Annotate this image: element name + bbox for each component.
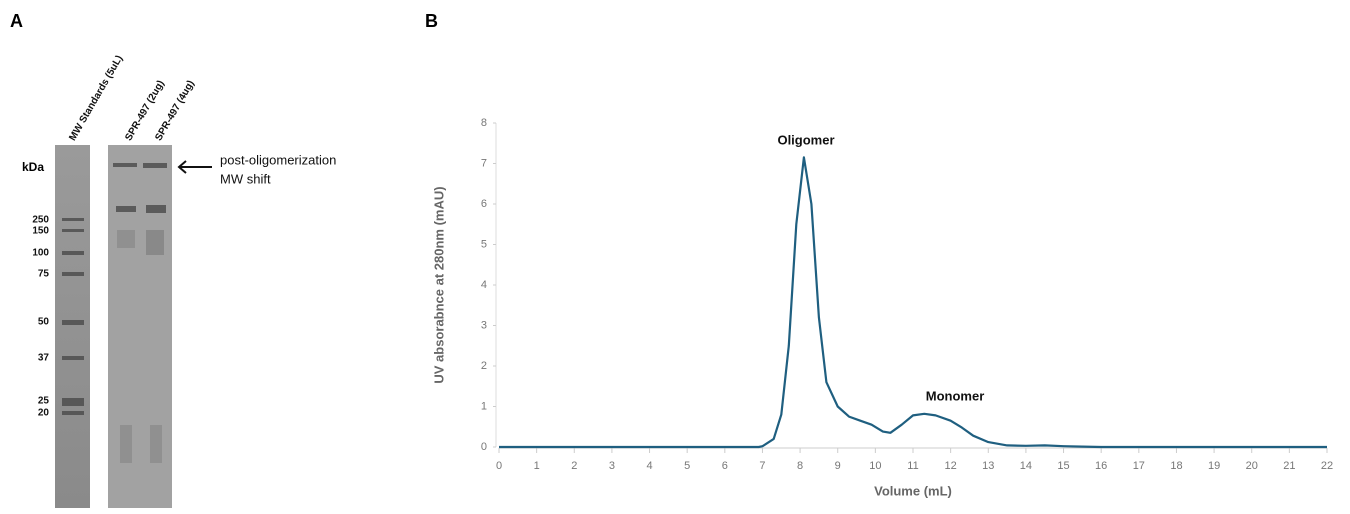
marker-label: 250 bbox=[32, 215, 49, 226]
x-tick-label: 10 bbox=[869, 460, 881, 472]
marker-label: 20 bbox=[38, 408, 50, 419]
y-axis-label: UV absorabnce at 280nm (mAU) bbox=[431, 186, 446, 383]
x-tick-label: 18 bbox=[1170, 460, 1182, 472]
x-tick-label: 0 bbox=[496, 460, 502, 472]
x-tick-label: 2 bbox=[571, 460, 577, 472]
annotation: Oligomer bbox=[777, 132, 834, 147]
x-axis-label: Volume (mL) bbox=[874, 483, 952, 498]
annotation: Monomer bbox=[926, 388, 985, 403]
gel-strip bbox=[108, 145, 172, 508]
x-tick-label: 7 bbox=[759, 460, 765, 472]
lane-label: MW Standards (5uL) bbox=[67, 54, 125, 143]
y-tick-label: 4 bbox=[481, 279, 487, 291]
marker-label: 25 bbox=[38, 396, 50, 407]
marker-label: 37 bbox=[38, 353, 50, 364]
y-tick-label: 7 bbox=[481, 157, 487, 169]
panel-label: B bbox=[425, 11, 438, 31]
gel-strip bbox=[55, 145, 90, 508]
x-tick-label: 11 bbox=[907, 460, 918, 472]
x-tick-label: 6 bbox=[722, 460, 728, 472]
line bbox=[499, 157, 1327, 447]
y-tick-label: 3 bbox=[481, 319, 487, 331]
x-tick-label: 1 bbox=[534, 460, 540, 472]
x-tick-label: 5 bbox=[684, 460, 690, 472]
x-tick-label: 20 bbox=[1246, 460, 1258, 472]
x-tick-label: 17 bbox=[1133, 460, 1145, 472]
panel-label: A bbox=[10, 11, 23, 31]
x-tick-label: 8 bbox=[797, 460, 803, 472]
y-tick-label: 8 bbox=[481, 117, 487, 129]
figure: A B kDa post-oligomerization MW shift MW… bbox=[0, 0, 1350, 509]
x-tick-label: 3 bbox=[609, 460, 615, 472]
y-tick-label: 0 bbox=[481, 441, 487, 453]
x-tick-label: 4 bbox=[646, 460, 652, 472]
gel-annotation: post-oligomerization bbox=[220, 152, 336, 167]
x-tick-label: 13 bbox=[982, 460, 994, 472]
x-tick-label: 22 bbox=[1321, 460, 1333, 472]
y-tick-label: 6 bbox=[481, 198, 487, 210]
x-tick-label: 9 bbox=[835, 460, 841, 472]
x-tick-label: 19 bbox=[1208, 460, 1220, 472]
x-tick-label: 12 bbox=[945, 460, 957, 472]
x-tick-label: 14 bbox=[1020, 460, 1032, 472]
x-tick-label: 15 bbox=[1057, 460, 1069, 472]
marker-label: 150 bbox=[32, 226, 49, 237]
y-tick-label: 1 bbox=[481, 400, 487, 412]
y-tick-label: 2 bbox=[481, 360, 487, 372]
marker-label: 50 bbox=[38, 317, 50, 328]
gel-annotation: MW shift bbox=[220, 171, 271, 186]
marker-label: 75 bbox=[38, 269, 50, 280]
x-tick-label: 21 bbox=[1283, 460, 1295, 472]
marker-label: 100 bbox=[32, 248, 49, 259]
x-tick-label: 16 bbox=[1095, 460, 1107, 472]
gel-unit: kDa bbox=[22, 160, 44, 174]
y-tick-label: 5 bbox=[481, 238, 487, 250]
